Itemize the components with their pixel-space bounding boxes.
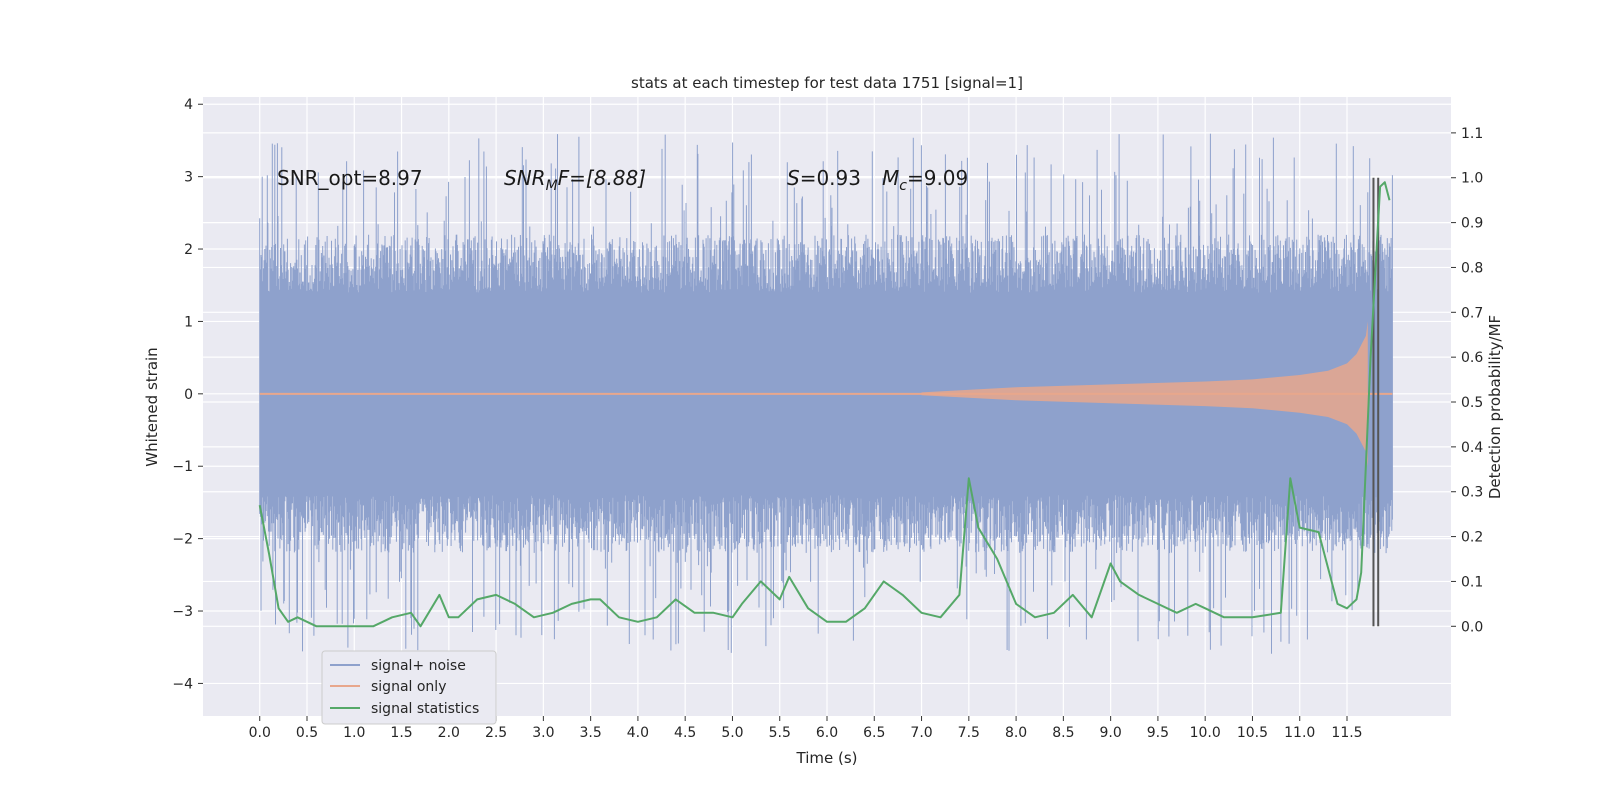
x-tick-label: 4.5 [674,725,696,741]
y-right-tick-label: 0.1 [1461,574,1483,590]
y-tick-label: −2 [172,532,193,548]
x-tick-label: 11.5 [1331,725,1362,741]
x-tick-label: 0.5 [296,725,318,741]
y-right-tick-label: 0.3 [1461,485,1483,501]
x-tick-label: 1.0 [343,725,365,741]
y-tick-label: −1 [172,459,193,475]
right-ticks: 0.0 0.1 0.2 0.3 0.4 0.5 0.6 0.7 0.8 0.9 1.0 1.1 [1451,126,1483,635]
mc-sub: c [899,178,907,194]
y-right-tick-label: 0.8 [1461,260,1483,276]
x-tick-label: 3.5 [580,725,602,741]
y-tick-label: −3 [172,604,193,620]
x-tick-label: 1.5 [390,725,412,741]
legend-label-signal: signal only [371,679,446,695]
x-tick-label: 4.0 [627,725,649,741]
y-tick-label: 0 [184,387,193,403]
x-tick-label: 0.0 [249,725,271,741]
annotation-s: S=0.93 [787,166,861,190]
annotation-snr-mf: SNRMF=[8.88] [504,166,646,194]
y-right-tick-label: 0.4 [1461,440,1483,456]
y-right-axis-label: Detection probability/MF [1486,315,1504,499]
x-tick-label: 2.0 [438,725,460,741]
left-ticks: −4 −3 −2 −1 0 1 2 3 4 [172,97,203,692]
legend: signal+ noise signal only signal statist… [321,650,497,725]
x-tick-label: 10.0 [1190,725,1221,741]
y-axis-label: Whitened strain [143,347,161,466]
x-tick-label: 3.0 [532,725,554,741]
annotations: SNR_opt=8.97 SNRMF=[8.88] S=0.93 Mc=9.09 [277,166,968,194]
s-value: =0.93 [800,166,861,190]
y-tick-label: 4 [184,97,193,113]
y-right-tick-label: 0.2 [1461,530,1483,546]
x-tick-label: 8.5 [1052,725,1074,741]
chart-title: stats at each timestep for test data 175… [631,74,1023,92]
x-tick-label: 5.0 [721,725,743,741]
y-tick-label: 2 [184,242,193,258]
x-tick-label: 10.5 [1237,725,1268,741]
x-tick-label: 2.5 [485,725,507,741]
y-right-tick-label: 1.0 [1461,171,1483,187]
s-label: S [787,166,800,190]
y-tick-label: 3 [184,170,193,186]
snr-mf-sub: M [546,178,558,194]
y-right-tick-label: 0.6 [1461,350,1483,366]
snr-mf-label: SNR [504,166,546,190]
mc-label: M [882,166,899,190]
x-tick-label: 5.5 [769,725,791,741]
y-right-tick-label: 0.7 [1461,305,1483,321]
x-tick-label: 6.5 [863,725,885,741]
stats-series [258,181,1391,628]
y-right-tick-label: 0.5 [1461,395,1483,411]
x-tick-label: 11.0 [1284,725,1315,741]
snr-mf-rest-f: F=[8.88] [558,166,646,190]
x-tick-label: 9.5 [1147,725,1169,741]
x-tick-label: 7.5 [958,725,980,741]
signal-chirp [921,321,1368,467]
legend-box [321,650,497,725]
x-ticks: 0.0 0.5 1.0 1.5 2.0 2.5 3.0 3.5 4.0 4.5 5.0 5.5 6.0 6… [249,716,1363,741]
vlines [1372,177,1380,627]
annotation-mc: Mc=9.09 [882,166,968,194]
y-tick-label: −4 [172,676,193,692]
annotation-snr-opt: SNR_opt=8.97 [277,166,423,190]
stats-line [258,181,1391,628]
x-tick-label: 7.0 [910,725,932,741]
x-axis-label: Time (s) [796,749,858,767]
legend-label-noise: signal+ noise [371,658,466,674]
y-tick-label: 1 [184,314,193,330]
y-right-tick-label: 0.9 [1461,216,1483,232]
x-tick-label: 6.0 [816,725,838,741]
x-tick-label: 8.0 [1005,725,1027,741]
y-right-tick-label: 1.1 [1461,126,1483,142]
legend-label-stats: signal statistics [371,701,479,717]
mc-value: =9.09 [907,166,968,190]
x-tick-label: 9.0 [1100,725,1122,741]
signal-series [259,321,1393,467]
y-right-tick-label: 0.0 [1461,619,1483,635]
